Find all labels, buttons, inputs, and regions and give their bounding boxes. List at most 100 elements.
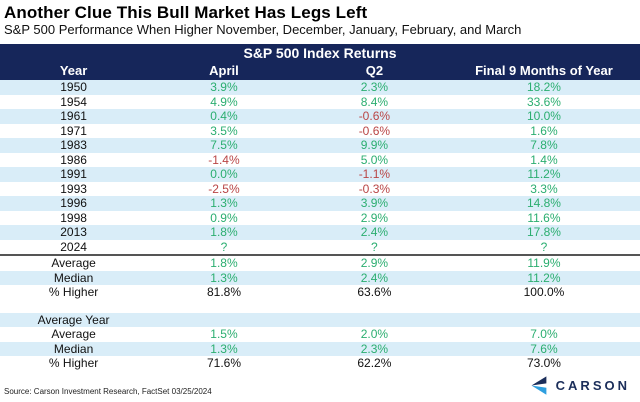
table-row: 1991 0.0% -1.1% 11.2%	[0, 167, 640, 182]
cell-q2: 2.9%	[360, 210, 389, 225]
cell-april: 0.4%	[210, 109, 238, 123]
table-row: 1983 7.5% 9.9% 7.8%	[0, 138, 640, 153]
average-year-rows-section: Average 1.5% 2.0% 7.0% Median 1.3% 2.3% 7.6% % H…	[0, 327, 640, 371]
row-label: 2013	[60, 225, 87, 239]
cell-q2: 2.4%	[360, 270, 389, 285]
row-label: Average	[51, 256, 96, 270]
cell-final9: 17.8%	[526, 225, 561, 239]
cell-q2: -1.1%	[358, 167, 391, 181]
cell-april: 1.3%	[210, 196, 238, 210]
row-label: 1961	[60, 109, 87, 123]
cell-final9: 7.6%	[530, 341, 558, 356]
cell-april: -1.4%	[208, 152, 240, 167]
table-row: 1998 0.9% 2.9% 11.6%	[0, 210, 640, 225]
table-row: Median 1.3% 2.4% 11.2%	[0, 270, 640, 285]
cell-final9: 1.4%	[530, 152, 558, 167]
carson-chevron-icon	[531, 375, 547, 395]
cell-april: 3.5%	[210, 123, 238, 138]
cell-final9: 33.6%	[526, 94, 561, 109]
row-label: 1996	[60, 196, 87, 210]
table-row: % Higher 71.6% 62.2% 73.0%	[0, 356, 640, 371]
table-row: % Higher 81.8% 63.6% 100.0%	[0, 285, 640, 300]
column-header-year: Year	[59, 63, 88, 78]
cell-final9: 14.8%	[526, 196, 561, 210]
column-header-final9: Final 9 Months of Year	[475, 63, 613, 78]
row-label: 2024	[60, 239, 87, 254]
cell-final9: 7.0%	[530, 327, 558, 341]
cell-final9: 11.2%	[527, 270, 561, 285]
table-row: 2024???	[0, 239, 640, 254]
table-row: Average 1.8% 2.9% 11.9%	[0, 256, 640, 271]
row-label: 1993	[60, 181, 87, 196]
cell-q2: 8.4%	[360, 94, 389, 109]
cell-final9: 10.0%	[526, 109, 561, 123]
cell-april: 1.8%	[210, 256, 238, 270]
cell-april: 1.3%	[210, 270, 238, 285]
row-label: 1986	[60, 152, 87, 167]
row-label: 1954	[60, 94, 87, 109]
row-label: % Higher	[48, 285, 99, 299]
cell-q2: 2.9%	[360, 256, 389, 270]
cell-april: 1.8%	[210, 225, 238, 239]
summary-rows-section: Average 1.8% 2.9% 11.9% Median 1.3% 2.4% 11.2%%…	[0, 256, 640, 300]
table-row: 1950 3.9% 2.3% 18.2%	[0, 80, 640, 95]
table-header-band: S&P 500 Index Returns Year April Q2 Fina…	[0, 44, 640, 80]
cell-april: 4.9%	[210, 94, 238, 109]
cell-q2: 63.6%	[357, 285, 392, 299]
cell-final9: 11.6%	[527, 210, 561, 225]
cell-final9: 11.9%	[527, 256, 561, 270]
column-header-q2: Q2	[365, 63, 384, 78]
cell-q2: 62.2%	[357, 356, 392, 370]
column-header-row: Year April Q2 Final 9 Months of Year	[0, 62, 640, 80]
cell-q2: 2.0%	[360, 327, 389, 341]
row-label: 1971	[60, 123, 87, 138]
row-label: 1983	[60, 138, 87, 152]
row-label: Median	[53, 341, 94, 356]
row-label: % Higher	[48, 356, 99, 370]
row-label: Median	[53, 270, 94, 285]
cell-final9: 7.8%	[530, 138, 558, 152]
row-label: 1950	[60, 80, 87, 94]
carson-logo-text: CARSON	[555, 377, 630, 393]
band-title: S&P 500 Index Returns	[243, 45, 397, 61]
year-rows-section: 1950 3.9% 2.3% 18.2% 1954 4.9% 8.4% 33.6% 1961 0.…	[0, 80, 640, 254]
row-label: 1998	[60, 210, 87, 225]
cell-q2: -0.6%	[358, 109, 391, 123]
row-label: 1991	[60, 167, 87, 181]
cell-final9: 3.3%	[530, 181, 558, 196]
footer: Source: Carson Investment Research, Fact…	[0, 371, 640, 402]
cell-q2: 2.3%	[360, 341, 389, 356]
cell-april: ?	[220, 239, 228, 254]
cell-april: 0.9%	[210, 210, 238, 225]
cell-april: 71.6%	[206, 356, 241, 370]
cell-april: -2.5%	[208, 181, 240, 196]
section-label: Average Year	[37, 312, 110, 327]
table-row: 1961 0.4% -0.6% 10.0%	[0, 109, 640, 124]
table-row: 1954 4.9% 8.4% 33.6%	[0, 94, 640, 109]
source-note: Source: Carson Investment Research, Fact…	[4, 386, 212, 396]
cell-q2: ?	[371, 239, 378, 254]
cell-q2: 3.9%	[360, 196, 389, 210]
row-label: Average	[51, 327, 96, 341]
cell-final9: 100.0%	[523, 285, 565, 299]
cell-q2: 2.3%	[360, 80, 389, 94]
carson-logo: CARSON	[528, 375, 630, 396]
cell-q2: -0.6%	[358, 123, 391, 138]
cell-april: 1.3%	[210, 341, 238, 356]
table-row: 1971 3.5% -0.6% 1.6%	[0, 123, 640, 138]
separator-double-line	[0, 254, 640, 256]
cell-q2: -0.3%	[358, 181, 391, 196]
table-row: 1993 -2.5% -0.3% 3.3%	[0, 181, 640, 196]
table-row: 2013 1.8% 2.4% 17.8%	[0, 225, 640, 240]
cell-q2: 2.4%	[360, 225, 389, 239]
column-header-april: April	[209, 63, 239, 78]
cell-april: 3.9%	[210, 80, 238, 94]
cell-april: 81.8%	[206, 285, 241, 299]
cell-final9: 1.6%	[530, 123, 558, 138]
table-row: Median 1.3% 2.3% 7.6%	[0, 341, 640, 356]
cell-final9: 18.2%	[526, 80, 561, 94]
cell-april: 1.5%	[210, 327, 238, 341]
cell-final9: ?	[540, 239, 548, 254]
cell-april: 7.5%	[210, 138, 238, 152]
chart-title: Another Clue This Bull Market Has Legs L…	[4, 3, 368, 22]
